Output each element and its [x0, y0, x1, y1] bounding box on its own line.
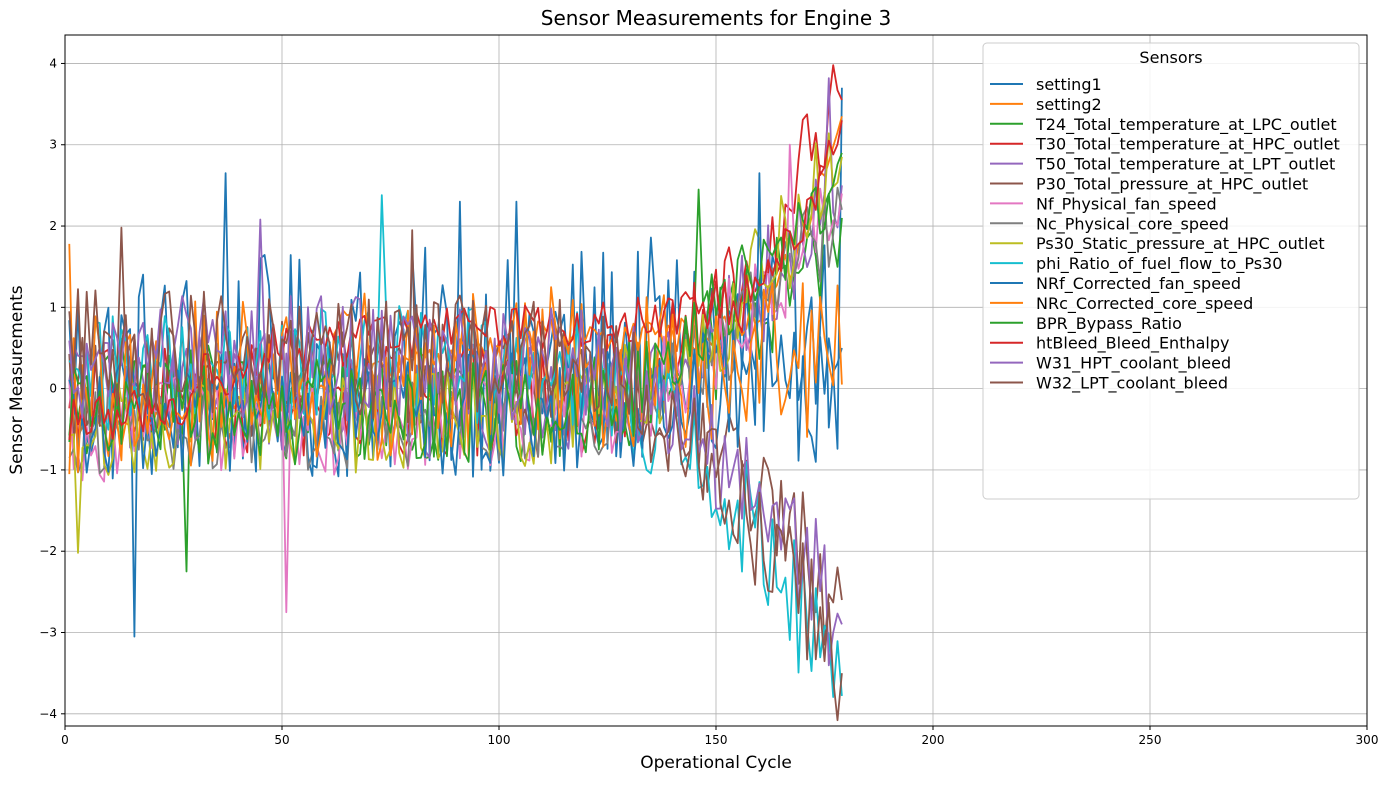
legend-items: setting1setting2T24_Total_temperature_at…: [990, 75, 1340, 394]
legend-entry: Nc_Physical_core_speed: [1036, 214, 1229, 234]
y-tick-label: 4: [49, 56, 57, 70]
x-axis-ticks: 0 50 100 150 200 250 300: [61, 726, 1378, 747]
x-tick-label: 100: [488, 733, 511, 747]
x-tick-label: 150: [705, 733, 728, 747]
y-axis-title: Sensor Measurements: [7, 285, 27, 474]
y-tick-label: −4: [39, 707, 57, 721]
y-tick-label: −1: [39, 463, 57, 477]
legend-entry: htBleed_Bleed_Enthalpy: [1036, 334, 1229, 354]
y-tick-label: 0: [49, 382, 57, 396]
y-tick-label: −3: [39, 626, 57, 640]
series-line-w31-hpt-coolant-bleed: [68, 295, 843, 667]
y-tick-label: −2: [39, 544, 57, 558]
x-tick-label: 300: [1356, 733, 1379, 747]
legend-entry: W31_HPT_coolant_bleed: [1036, 354, 1231, 374]
legend-entry: T50_Total_temperature_at_LPT_outlet: [1035, 155, 1335, 175]
legend-entry: Nf_Physical_fan_speed: [1036, 194, 1217, 214]
x-tick-label: 200: [922, 733, 945, 747]
legend-entry: Ps30_Static_pressure_at_HPC_outlet: [1036, 234, 1325, 254]
legend-entry: NRc_Corrected_core_speed: [1036, 294, 1253, 314]
y-axis-ticks: −4 −3 −2 −1 0 1 2 3 4: [39, 56, 65, 721]
x-tick-label: 0: [61, 733, 69, 747]
chart-title: Sensor Measurements for Engine 3: [541, 6, 891, 30]
y-tick-label: 3: [49, 138, 57, 152]
legend-title: Sensors: [1139, 48, 1202, 67]
legend-entry: BPR_Bypass_Ratio: [1036, 314, 1182, 334]
legend-entry: setting2: [1036, 95, 1102, 114]
legend-entry: T24_Total_temperature_at_LPC_outlet: [1035, 115, 1337, 135]
x-axis-title: Operational Cycle: [640, 753, 792, 773]
y-tick-label: 1: [49, 300, 57, 314]
legend-entry: T30_Total_temperature_at_HPC_outlet: [1035, 135, 1340, 155]
series-line-w32-lpt-coolant-bleed: [68, 288, 843, 722]
x-tick-label: 50: [274, 733, 289, 747]
legend-entry: setting1: [1036, 75, 1102, 94]
legend-entry: P30_Total_pressure_at_HPC_outlet: [1036, 175, 1308, 195]
legend-entry: W32_LPT_coolant_bleed: [1036, 374, 1228, 394]
y-tick-label: 2: [49, 219, 57, 233]
legend-box: [982, 42, 1360, 500]
x-tick-label: 250: [1139, 733, 1162, 747]
legend-entry: phi_Ratio_of_fuel_flow_to_Ps30: [1036, 254, 1282, 274]
legend: Sensors setting1setting2T24_Total_temper…: [982, 42, 1360, 500]
series-layer: [68, 64, 843, 722]
legend-entry: NRf_Corrected_fan_speed: [1036, 274, 1241, 294]
